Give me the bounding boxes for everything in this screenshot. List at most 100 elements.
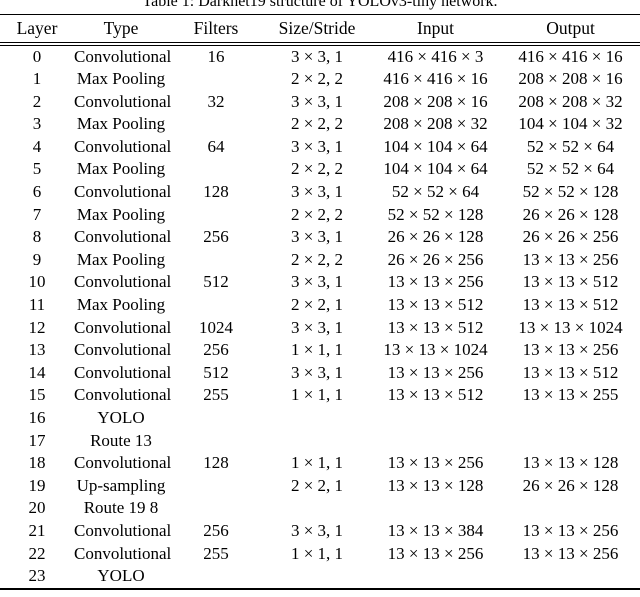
cell-type: Convolutional — [74, 362, 172, 382]
cell-filters: 255 — [203, 385, 229, 405]
cell-layer: 16 — [28, 408, 46, 427]
cell-output: 104 × 104 × 32 — [518, 114, 623, 134]
cell-type: Convolutional — [74, 520, 172, 540]
table-row: 23 YOLO — [0, 565, 640, 589]
table-row: 3 Max Pooling 2 × 2, 2 208 × 208 × 32 104 × … — [0, 113, 640, 136]
table-row: 6 Convolutional 128 3 × 3, 1 52 × 52 × 64 52 … — [0, 181, 640, 204]
table-row: 15 Convolutional 255 1 × 1, 1 13 × 13 × 512 1… — [0, 384, 640, 407]
table-row: 20 Route 19 8 — [0, 497, 640, 520]
cell-output: 26 × 26 × 128 — [522, 475, 619, 495]
table-row: 14 Convolutional 512 3 × 3, 1 13 × 13 × 256 1… — [0, 362, 640, 385]
column-header-size-stride: Size/Stride — [264, 14, 370, 46]
cell-input: 26 × 26 × 256 — [387, 249, 484, 269]
cell-filters: 255 — [203, 543, 229, 563]
cell-type: YOLO — [97, 408, 145, 427]
column-header-input: Input — [370, 14, 501, 46]
cell-filters — [168, 497, 264, 520]
column-header-layer: Layer — [0, 14, 74, 46]
cell-filters — [168, 68, 264, 91]
cell-type: Route 19 8 — [83, 498, 159, 518]
cell-input: 26 × 26 × 128 — [387, 227, 484, 247]
cell-filters: 256 — [203, 340, 229, 360]
cell-layer: 5 — [32, 159, 42, 179]
cell-filters: 1024 — [199, 317, 233, 337]
cell-output: 26 × 26 × 128 — [522, 204, 619, 224]
cell-layer: 0 — [32, 46, 42, 66]
cell-input: 104 × 104 × 64 — [383, 136, 488, 156]
cell-size-stride: 1 × 1, 1 — [290, 453, 344, 473]
cell-size-stride — [264, 430, 370, 453]
cell-layer: 4 — [32, 136, 42, 156]
cell-type: Convolutional — [74, 91, 172, 111]
table-row: 16 YOLO — [0, 407, 640, 430]
cell-output: 52 × 52 × 64 — [526, 159, 615, 179]
cell-output: 13 × 13 × 256 — [522, 249, 619, 269]
cell-input: 13 × 13 × 512 — [387, 295, 484, 315]
cell-input: 13 × 13 × 256 — [387, 362, 484, 382]
cell-input: 52 × 52 × 128 — [387, 204, 484, 224]
cell-output — [501, 407, 640, 430]
table-row: 17 Route 13 — [0, 430, 640, 453]
cell-size-stride: 3 × 3, 1 — [290, 520, 344, 540]
cell-type: Max Pooling — [76, 249, 166, 269]
cell-layer: 21 — [28, 520, 46, 540]
cell-input: 208 × 208 × 16 — [383, 91, 488, 111]
cell-type: Convolutional — [74, 136, 172, 156]
column-header-filters: Filters — [168, 14, 264, 46]
cell-layer: 9 — [32, 249, 42, 269]
cell-input: 13 × 13 × 512 — [387, 317, 484, 337]
column-header-output: Output — [501, 14, 640, 46]
cell-filters — [168, 204, 264, 227]
table-row: 0 Convolutional 16 3 × 3, 1 416 × 416 × 3 416… — [0, 44, 640, 69]
table-row: 1 Max Pooling 2 × 2, 2 416 × 416 × 16 208 × … — [0, 68, 640, 91]
cell-size-stride: 2 × 2, 1 — [290, 295, 344, 315]
cell-output: 13 × 13 × 256 — [522, 340, 619, 360]
cell-filters: 128 — [203, 453, 229, 473]
cell-output — [501, 430, 640, 453]
cell-filters: 16 — [207, 46, 225, 66]
cell-size-stride — [264, 497, 370, 520]
cell-type: Convolutional — [74, 453, 172, 473]
cell-input: 13 × 13 × 128 — [387, 475, 484, 495]
cell-type: Convolutional — [74, 340, 172, 360]
cell-output: 416 × 416 × 16 — [518, 46, 623, 66]
table-head: Layer Type Filters Size/Stride Input Output — [0, 14, 640, 46]
cell-input: 13 × 13 × 256 — [387, 272, 484, 292]
cell-output: 52 × 52 × 128 — [522, 182, 619, 202]
cell-filters — [168, 158, 264, 181]
table-row: 7 Max Pooling 2 × 2, 2 52 × 52 × 128 26 × 26… — [0, 204, 640, 227]
cell-size-stride: 1 × 1, 1 — [290, 340, 344, 360]
table-body: 0 Convolutional 16 3 × 3, 1 416 × 416 × 3 416… — [0, 44, 640, 589]
cell-input: 13 × 13 × 256 — [387, 543, 484, 563]
cell-type: Convolutional — [74, 317, 172, 337]
cell-size-stride: 3 × 3, 1 — [290, 227, 344, 247]
cell-filters — [168, 249, 264, 272]
cell-output: 13 × 13 × 512 — [522, 362, 619, 382]
cell-size-stride — [264, 407, 370, 430]
table-row: 5 Max Pooling 2 × 2, 2 104 × 104 × 64 52 × 5… — [0, 158, 640, 181]
cell-layer: 11 — [28, 295, 46, 315]
cell-input: 13 × 13 × 512 — [387, 385, 484, 405]
cell-size-stride — [264, 565, 370, 589]
cell-layer: 17 — [28, 430, 46, 450]
cell-output: 208 × 208 × 16 — [518, 69, 623, 89]
cell-output: 208 × 208 × 32 — [518, 91, 623, 111]
cell-type: Convolutional — [74, 46, 172, 66]
cell-layer: 10 — [28, 272, 46, 292]
cell-type: Convolutional — [74, 182, 172, 202]
cell-filters — [168, 113, 264, 136]
table-row: 21 Convolutional 256 3 × 3, 1 13 × 13 × 384 1… — [0, 520, 640, 543]
cell-filters: 512 — [203, 272, 229, 292]
cell-layer: 7 — [32, 204, 42, 224]
cell-filters — [168, 294, 264, 317]
cell-layer: 15 — [28, 385, 46, 405]
cell-input: 416 × 416 × 16 — [383, 69, 488, 89]
cell-type: Max Pooling — [76, 204, 166, 224]
cell-filters: 128 — [203, 182, 229, 202]
cell-layer: 1 — [32, 69, 42, 89]
cell-output: 52 × 52 × 64 — [526, 136, 615, 156]
cell-input: 416 × 416 × 3 — [387, 46, 484, 66]
cell-input — [370, 407, 501, 430]
cell-size-stride: 2 × 2, 2 — [290, 114, 344, 134]
cell-type: Convolutional — [74, 227, 172, 247]
